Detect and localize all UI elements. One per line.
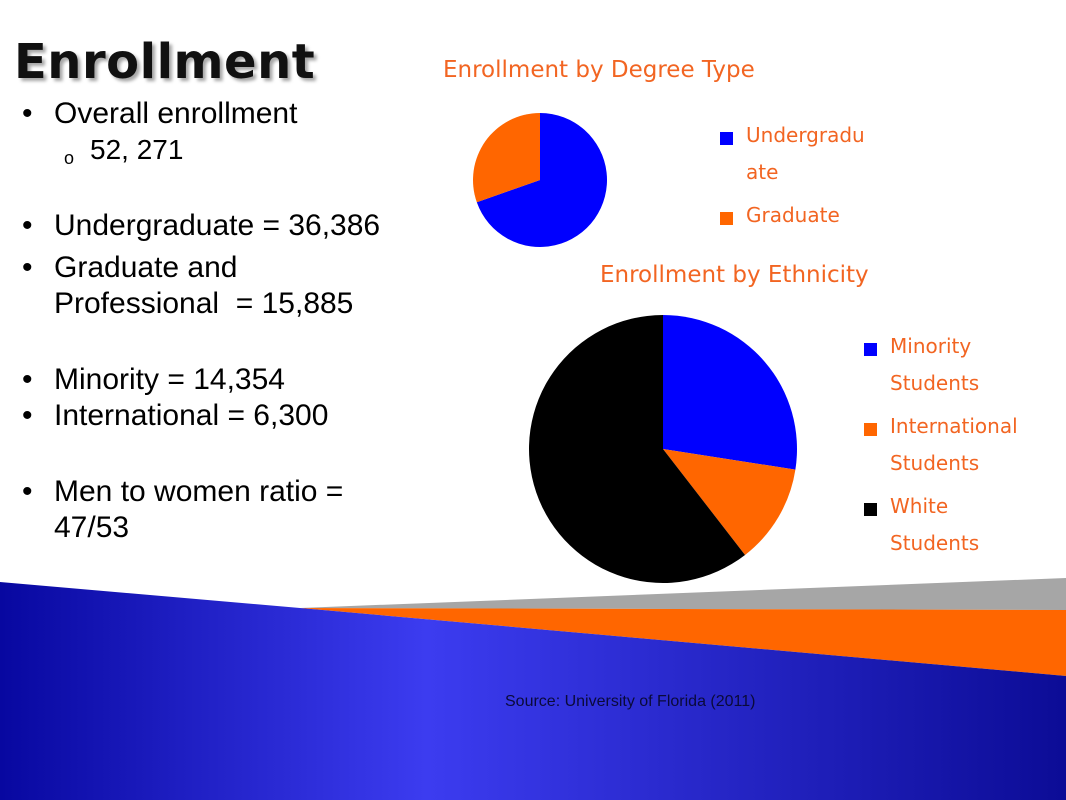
graduate-text-line2: Professional = 15,885 [54,287,354,320]
legend-swatch [720,212,733,225]
sub-bullet-icon: o [64,148,75,168]
legend-label: Undergradu [746,123,865,147]
minority-item: • Minority = 14,354 [22,362,462,398]
overall-enrollment-value-item: o 52, 271 [22,132,462,168]
bullet-icon: • [22,97,33,130]
legend-label: Students [890,531,980,555]
ethnicity-legend: Minority Students International Students Whi… [864,328,1054,568]
gender-ratio-line2: 47/53 [54,511,130,544]
ethnicity-slice-international [663,449,796,555]
slide-title: Enrollment [14,34,316,90]
enrollment-stats: • Overall enrollment o 52, 271 • Undergradu… [22,96,462,546]
legend-label: Graduate [746,203,840,227]
degree-slice-undergradu [476,113,608,247]
ethnicity-slice-white [528,315,746,583]
bullet-icon: • [22,251,33,284]
legend-label: ate [746,160,779,184]
bullet-icon: • [22,363,33,396]
legend-swatch [864,423,877,436]
blue-band [0,582,1066,800]
legend-label: Students [890,451,980,475]
ethnicity-slice-minority [663,315,797,470]
minority-text: Minority = 14,354 [54,363,285,396]
ethnicity-legend-item: International Students [864,408,1054,482]
overall-enrollment-value: 52, 271 [90,134,184,165]
degree-legend-item: Undergradu ate [720,117,900,191]
ethnicity-legend-item: Minority Students [864,328,1054,402]
legend-label: International [890,414,1018,438]
gray-band [300,578,1066,610]
undergraduate-text: Undergraduate = 36,386 [54,209,381,242]
ethnicity-legend-item: White Students [864,488,1054,562]
source-caption: Source: University of Florida (2011) [505,693,756,710]
degree-pie-chart [473,113,608,247]
bullet-icon: • [22,399,33,432]
overall-enrollment-item: • Overall enrollment [22,96,462,132]
legend-label: Students [890,371,980,395]
legend-swatch [720,132,733,145]
ethnicity-chart-title: Enrollment by Ethnicity [600,262,869,288]
gender-ratio-item: • Men to women ratio = 47/53 [22,474,462,546]
degree-chart-title: Enrollment by Degree Type [443,57,755,83]
legend-swatch [864,503,877,516]
bullet-icon: • [22,209,33,242]
gender-ratio-line1: Men to women ratio = [54,475,344,508]
graduate-text-line1: Graduate and [54,251,238,284]
degree-slice-graduate [473,113,540,203]
bullet-icon: • [22,475,33,508]
international-item: • International = 6,300 [22,398,462,434]
legend-swatch [864,343,877,356]
overall-enrollment-label: Overall enrollment [54,97,298,130]
degree-legend: Undergradu ate Graduate [720,117,900,240]
international-text: International = 6,300 [54,399,329,432]
legend-label: Minority [890,334,972,358]
degree-legend-item: Graduate [720,197,900,234]
graduate-item: • Graduate and Professional = 15,885 [22,250,462,322]
legend-label: White [890,494,949,518]
undergraduate-item: • Undergraduate = 36,386 [22,208,462,244]
ethnicity-pie-chart [528,315,797,583]
